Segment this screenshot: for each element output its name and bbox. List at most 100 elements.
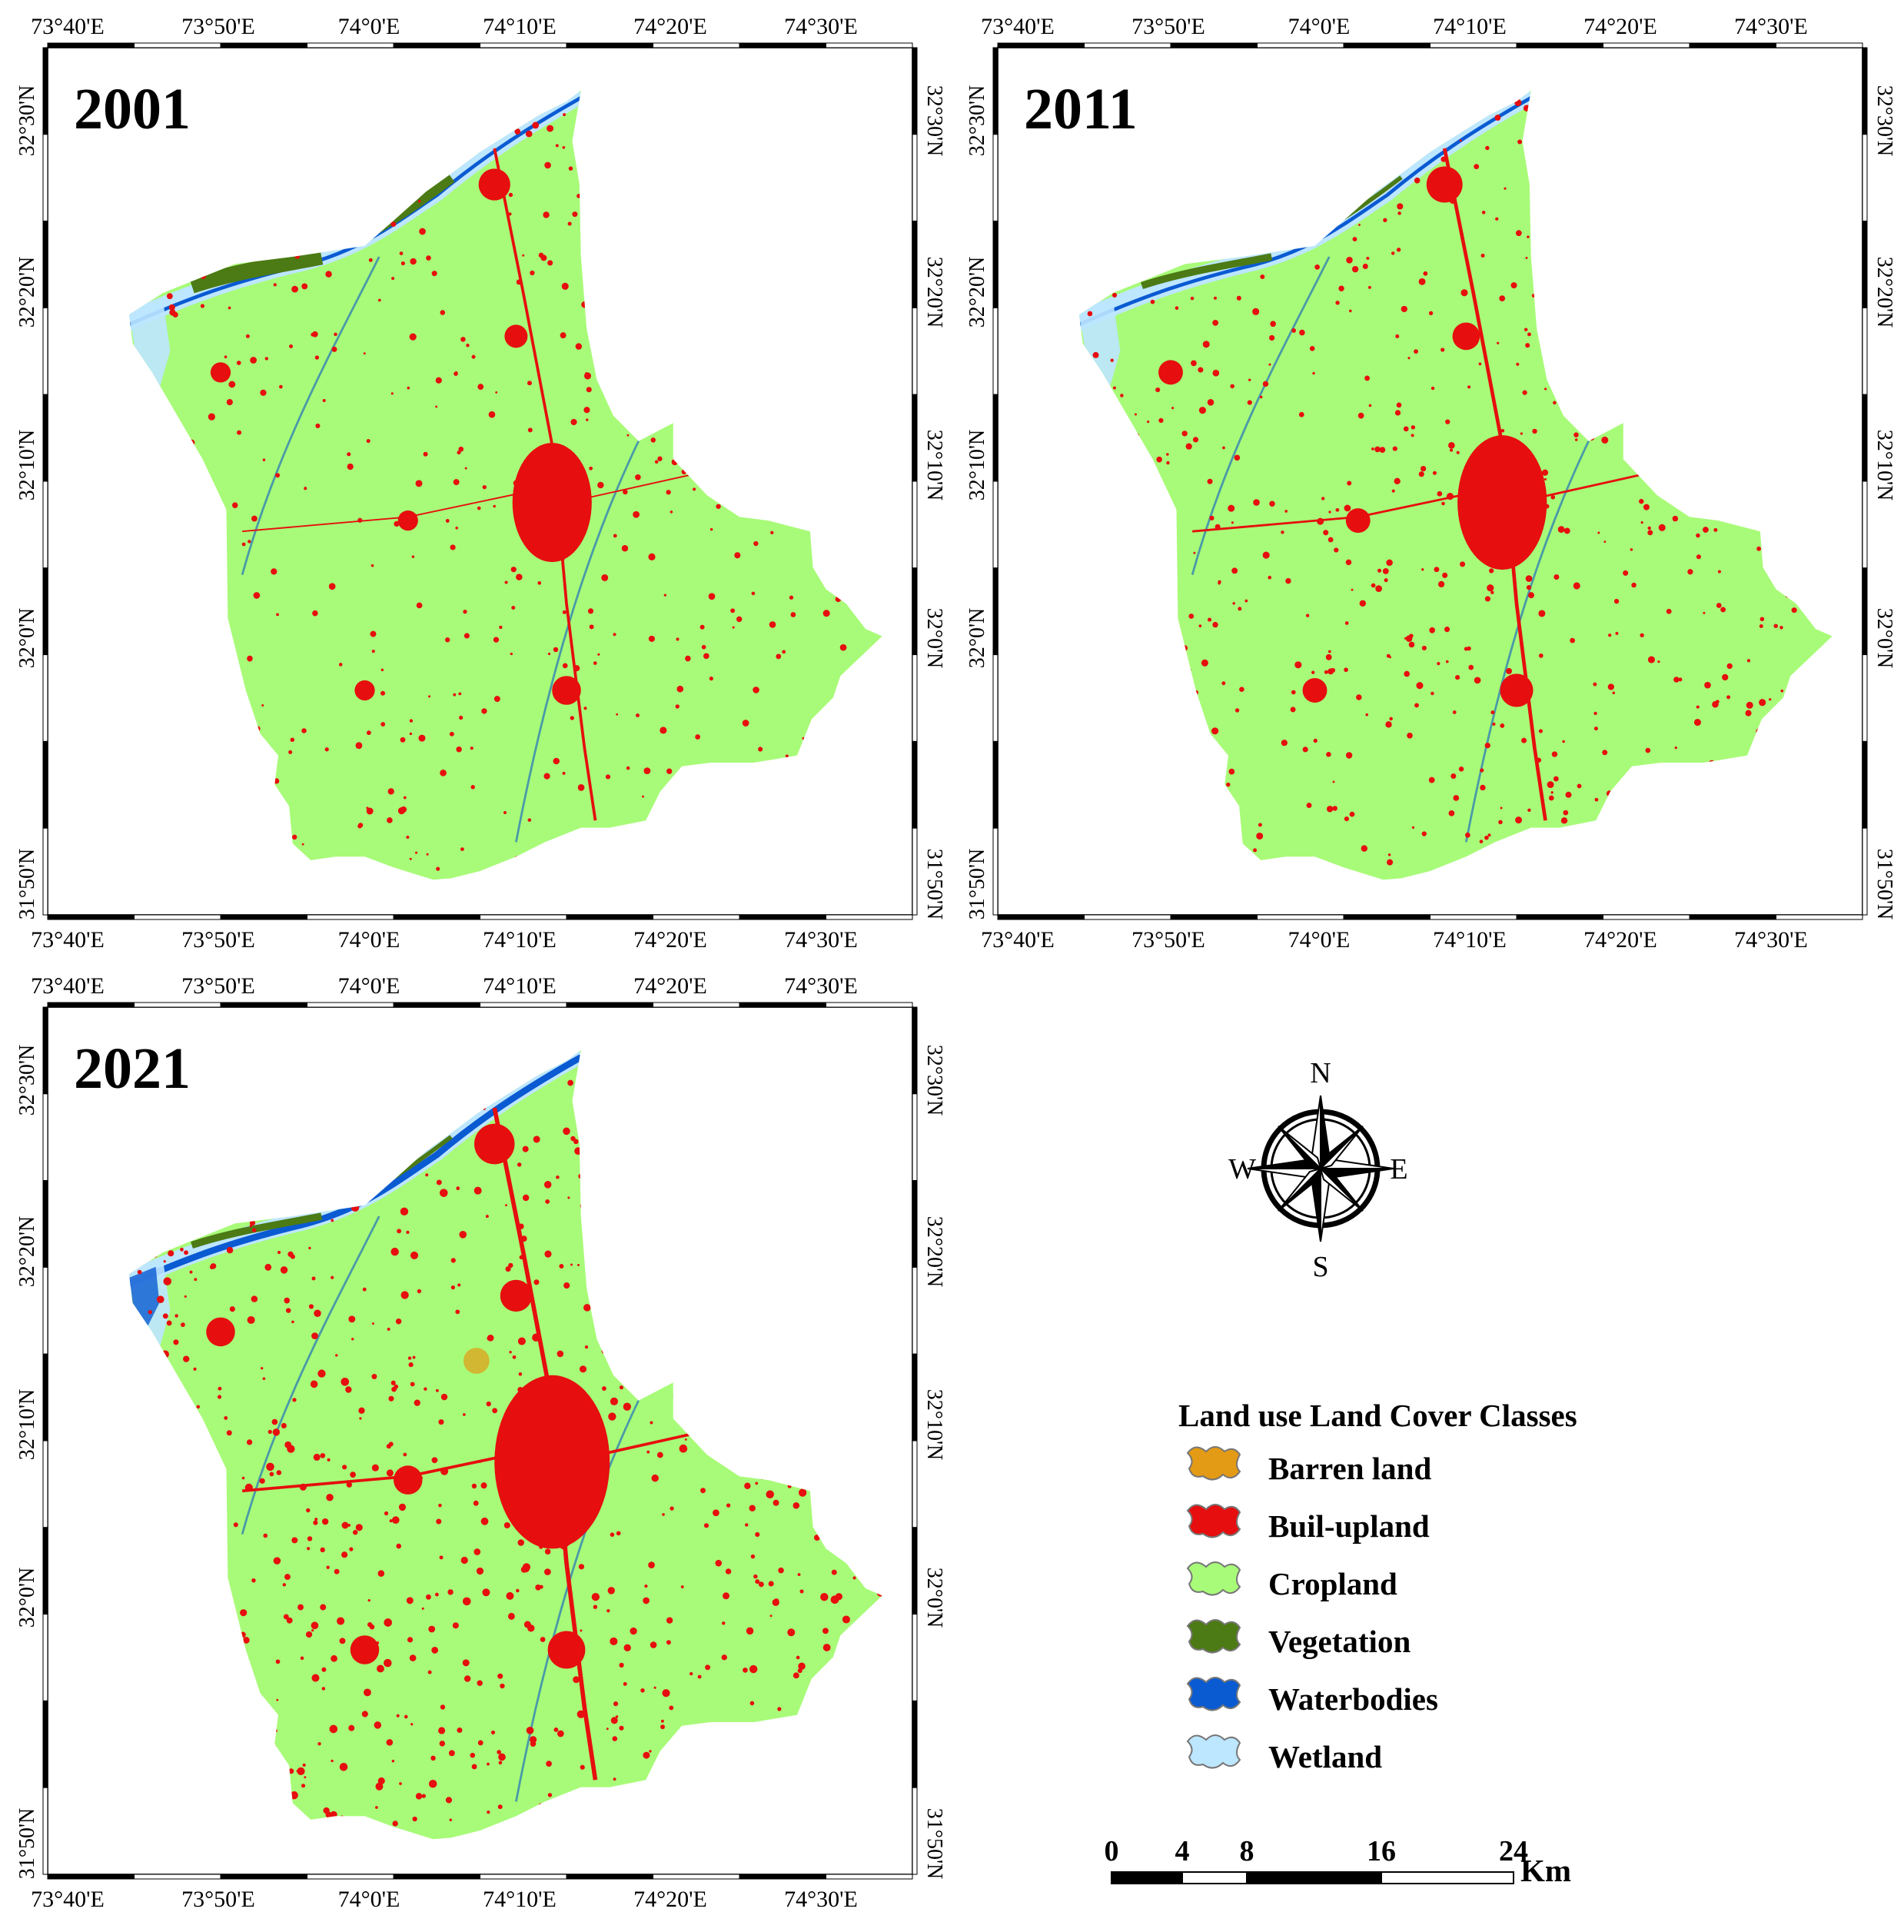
builtup-patch xyxy=(266,1462,274,1471)
lon-tick-label-bottom: 74°30'E xyxy=(784,927,858,953)
builtup-patch xyxy=(407,386,410,390)
lat-tick-label-left: 32°10'N xyxy=(15,430,39,500)
builtup-patch xyxy=(680,1585,684,1588)
builtup-patch xyxy=(339,1762,348,1771)
builtup-patch xyxy=(315,423,321,428)
neatline-segment xyxy=(393,1874,480,1880)
builtup-patch xyxy=(460,337,466,342)
builtup-patch xyxy=(1298,411,1304,417)
builtup-patch xyxy=(684,1438,687,1441)
builtup-patch xyxy=(1228,504,1235,512)
builtup-patch xyxy=(311,1332,318,1340)
builtup-patch xyxy=(538,252,544,258)
builtup-patch xyxy=(1492,722,1496,726)
builtup-patch xyxy=(470,785,475,790)
lon-tick-label-bottom: 74°20'E xyxy=(633,1887,707,1912)
builtup-patch xyxy=(384,1618,393,1627)
builtup-patch xyxy=(1430,691,1434,696)
neatline-segment xyxy=(1862,654,1868,742)
builtup-patch xyxy=(477,506,481,510)
builtup-patch xyxy=(436,866,440,871)
neatline-segment xyxy=(47,1002,135,1008)
builtup-patch xyxy=(750,1554,756,1559)
builtup-patch xyxy=(1392,446,1397,451)
builtup-patch xyxy=(248,540,251,544)
builtup-patch xyxy=(1532,428,1537,434)
builtup-patch xyxy=(744,1482,751,1489)
lon-tick-label-top: 74°30'E xyxy=(1734,14,1808,39)
builtup-patch xyxy=(635,474,641,481)
builtup-patch xyxy=(547,260,553,266)
lon-tick-label-top: 73°50'E xyxy=(1131,14,1205,39)
builtup-patch xyxy=(1326,806,1334,813)
builtup-patch xyxy=(335,1354,338,1357)
builtup-patch xyxy=(1490,710,1495,715)
neatline-segment xyxy=(42,567,48,656)
builtup-patch xyxy=(616,1531,621,1536)
builtup-patch xyxy=(1560,817,1568,824)
neatline-segment xyxy=(42,1787,48,1875)
builtup-patch xyxy=(321,1518,329,1525)
builtup-patch xyxy=(384,1658,392,1668)
builtup-patch xyxy=(1563,810,1569,816)
builtup-patch xyxy=(619,1725,624,1731)
builtup-patch xyxy=(168,1250,174,1257)
builtup-patch xyxy=(1359,600,1367,607)
lon-tick-label-bottom: 74°10'E xyxy=(483,927,557,953)
builtup-patch xyxy=(371,1374,377,1379)
builtup-patch xyxy=(703,1523,709,1528)
builtup-patch xyxy=(400,1207,409,1216)
builtup-patch xyxy=(1453,795,1460,801)
neatline-segment xyxy=(307,1874,394,1880)
builtup-patch xyxy=(1309,346,1315,351)
builtup-patch xyxy=(1557,526,1565,533)
neatline-segment xyxy=(653,1874,740,1880)
builtup-patch xyxy=(394,1384,399,1389)
builtup-patch xyxy=(798,1662,806,1671)
builtup-patch xyxy=(410,1723,414,1726)
builtup-patch xyxy=(1565,791,1572,798)
builtup-patch xyxy=(1643,504,1650,510)
builtup-patch xyxy=(657,456,663,461)
neatline-segment xyxy=(1862,221,1868,308)
builtup-patch xyxy=(573,1676,580,1684)
builtup-patch xyxy=(1389,717,1393,721)
builtup-patch xyxy=(1696,533,1700,538)
builtup-patch xyxy=(407,1356,412,1360)
builtup-patch xyxy=(416,602,423,609)
builtup-patch xyxy=(537,581,542,585)
builtup-patch xyxy=(1612,691,1616,694)
builtup-patch xyxy=(1092,351,1099,358)
builtup-patch xyxy=(291,834,297,840)
neatline-segment xyxy=(1343,914,1430,920)
builtup-patch xyxy=(1687,569,1693,575)
lat-tick-label-left: 31°50'N xyxy=(965,849,989,919)
builtup-patch xyxy=(322,399,326,403)
builtup-patch xyxy=(732,626,735,629)
builtup-patch xyxy=(546,1761,552,1767)
builtup-patch xyxy=(1647,656,1655,663)
builtup-patch xyxy=(1313,738,1318,743)
builtup-patch xyxy=(642,795,644,798)
builtup-patch xyxy=(460,847,464,851)
builtup-patch xyxy=(1500,806,1503,810)
lat-tick-label-left: 32°0'N xyxy=(15,1568,39,1628)
town-builtup xyxy=(474,1123,515,1165)
builtup-patch xyxy=(370,564,374,567)
builtup-patch xyxy=(458,446,464,452)
builtup-patch xyxy=(1239,687,1244,693)
neatline-segment xyxy=(47,42,135,48)
builtup-patch xyxy=(371,650,375,653)
builtup-patch xyxy=(697,1674,702,1679)
builtup-patch xyxy=(181,1322,185,1328)
neatline-segment xyxy=(992,567,999,656)
builtup-patch xyxy=(445,519,450,523)
builtup-patch xyxy=(233,1522,238,1528)
builtup-patch xyxy=(477,1740,483,1746)
builtup-patch xyxy=(1597,531,1600,534)
builtup-patch xyxy=(386,1469,394,1477)
builtup-patch xyxy=(389,1519,393,1523)
builtup-patch xyxy=(1577,783,1582,789)
builtup-patch xyxy=(500,1683,505,1689)
builtup-patch xyxy=(745,1523,749,1527)
